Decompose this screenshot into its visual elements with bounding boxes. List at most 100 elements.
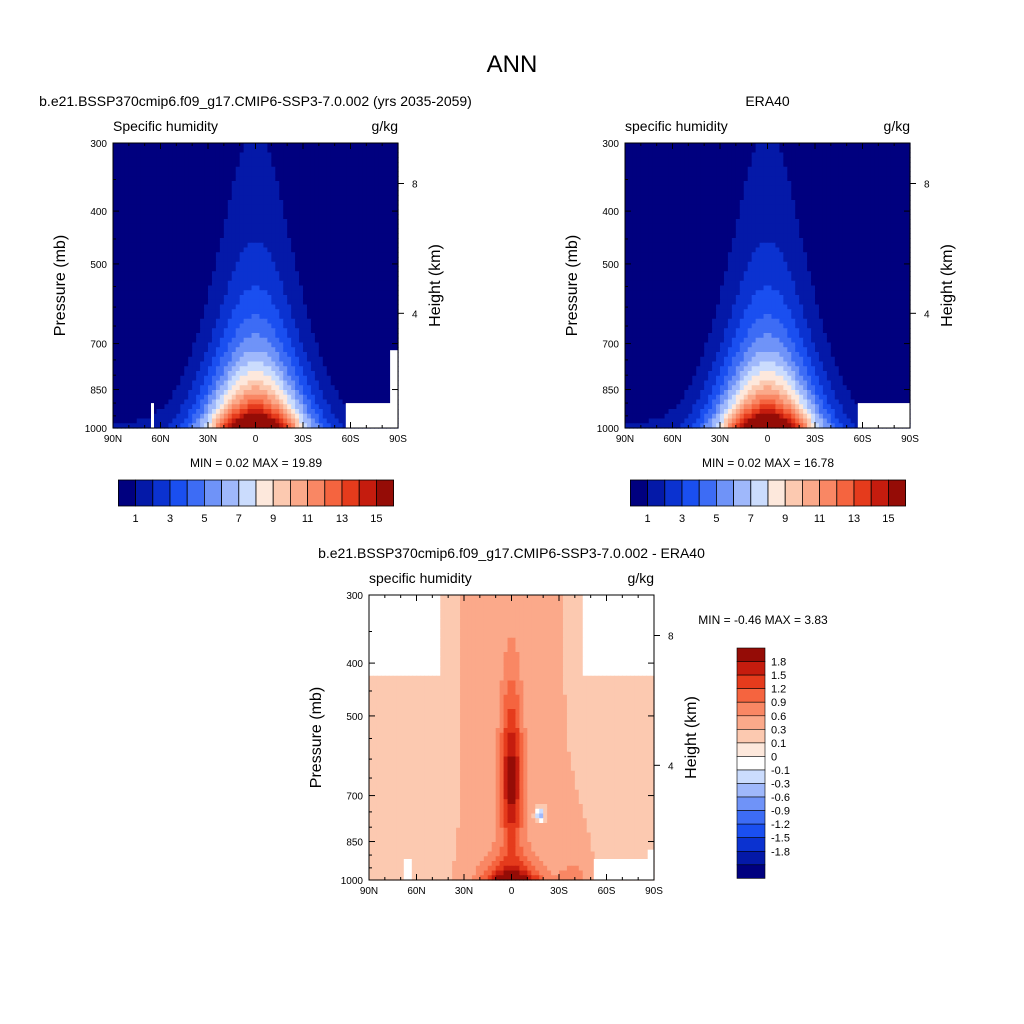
obs-panel-cell bbox=[625, 143, 630, 149]
model-panel-cell bbox=[247, 399, 253, 405]
model-panel-cell bbox=[160, 318, 166, 325]
model-panel-cell bbox=[370, 190, 375, 196]
model-panel-cell bbox=[184, 423, 189, 429]
model-panel-cell bbox=[152, 261, 158, 268]
model-panel-cell bbox=[314, 242, 320, 249]
model-panel-cell bbox=[144, 223, 150, 230]
model-panel-cell bbox=[168, 171, 173, 177]
model-panel-ytick-label: 700 bbox=[90, 340, 107, 351]
model-panel-cell bbox=[188, 143, 193, 149]
model-panel-cell bbox=[299, 390, 304, 396]
model-panel-cell bbox=[148, 337, 154, 344]
model-panel-cell bbox=[184, 233, 189, 239]
model-panel-cell bbox=[362, 228, 367, 234]
model-panel-cell bbox=[255, 299, 261, 306]
model-panel-cell bbox=[386, 314, 391, 320]
model-panel-cell bbox=[394, 162, 399, 168]
model-panel-cell bbox=[279, 290, 284, 296]
model-panel-cell bbox=[390, 162, 395, 168]
obs-panel-cell bbox=[708, 143, 713, 149]
model-panel-cell bbox=[295, 423, 300, 429]
model-panel-cell bbox=[358, 171, 363, 177]
model-panel-cell bbox=[322, 385, 328, 391]
model-panel-cell bbox=[188, 157, 193, 163]
model-panel-cell bbox=[334, 171, 340, 177]
model-panel-cell bbox=[243, 299, 249, 306]
model-panel-cell bbox=[235, 247, 241, 253]
model-panel-cell bbox=[338, 409, 344, 415]
model-panel-cell bbox=[295, 318, 300, 325]
model-panel-cell bbox=[116, 361, 122, 367]
model-panel-cell bbox=[330, 238, 336, 244]
obs-panel-cell bbox=[902, 162, 907, 168]
model-panel-cell bbox=[322, 195, 328, 201]
model-panel-cell bbox=[215, 423, 221, 429]
model-panel-cell bbox=[394, 147, 399, 154]
model-panel-cell bbox=[239, 276, 245, 282]
model-panel-cell bbox=[366, 352, 371, 358]
model-panel-cell bbox=[223, 352, 229, 358]
model-panel-cell bbox=[255, 266, 261, 272]
model-panel-cell bbox=[378, 285, 383, 291]
model-panel-cell bbox=[136, 238, 142, 244]
model-panel-cell bbox=[362, 342, 367, 348]
model-panel-cell bbox=[386, 290, 391, 296]
model-panel-cell bbox=[330, 366, 336, 372]
model-panel-cell bbox=[180, 247, 185, 253]
model-panel-cell bbox=[148, 280, 154, 287]
model-panel-cell bbox=[128, 304, 134, 310]
model-panel-cell bbox=[227, 280, 233, 287]
model-panel-cell bbox=[215, 276, 221, 282]
model-panel-cell bbox=[243, 195, 249, 201]
model-panel-cell bbox=[279, 309, 284, 315]
model-panel-cell bbox=[279, 200, 284, 206]
model-panel-cell bbox=[200, 157, 205, 163]
model-panel-cell bbox=[223, 385, 229, 391]
model-panel-cell bbox=[152, 171, 158, 177]
model-panel-cell bbox=[247, 337, 253, 344]
model-panel-cell bbox=[243, 152, 249, 158]
model-panel-cell bbox=[180, 347, 185, 353]
model-panel-cell bbox=[346, 143, 352, 149]
model-panel-cell bbox=[322, 323, 328, 329]
model-panel-cell bbox=[322, 214, 328, 220]
model-panel-cell bbox=[374, 276, 379, 282]
model-panel-cell bbox=[227, 200, 233, 206]
model-panel-cell bbox=[291, 418, 296, 424]
model-panel-cell bbox=[184, 290, 189, 296]
obs-panel-cell bbox=[680, 143, 685, 149]
model-panel-cell bbox=[287, 299, 292, 306]
model-panel-cell bbox=[338, 147, 344, 154]
model-panel-cell bbox=[180, 352, 185, 358]
model-panel-cell bbox=[362, 285, 367, 291]
model-panel-cell bbox=[354, 333, 360, 339]
model-panel-cell bbox=[287, 328, 292, 334]
model-panel-cell bbox=[144, 276, 150, 282]
model-panel-cell bbox=[235, 342, 241, 348]
obs-panel-cell bbox=[818, 171, 824, 177]
model-panel-cell bbox=[196, 342, 201, 348]
model-panel-cell bbox=[188, 242, 193, 249]
model-panel-cell bbox=[152, 276, 158, 282]
model-panel-cell bbox=[314, 380, 320, 386]
obs-panel-cell bbox=[755, 152, 761, 158]
model-panel-cell bbox=[394, 276, 399, 282]
model-panel-cell bbox=[180, 409, 185, 415]
model-panel-cell bbox=[299, 295, 304, 301]
obs-panel-cell bbox=[850, 166, 856, 173]
obs-panel-cell bbox=[894, 143, 899, 149]
model-panel-cell bbox=[215, 209, 221, 215]
obs-panel-cell bbox=[767, 171, 773, 177]
model-panel-cell bbox=[334, 238, 340, 244]
model-panel-cell bbox=[144, 152, 150, 158]
model-panel-cell bbox=[378, 233, 383, 239]
model-panel-cell bbox=[184, 257, 189, 263]
model-panel-cell bbox=[291, 309, 296, 315]
obs-panel-cell bbox=[886, 147, 891, 154]
model-panel-cell bbox=[180, 147, 185, 154]
model-panel-cell bbox=[287, 390, 292, 396]
model-panel-cell bbox=[299, 200, 304, 206]
model-panel-cell bbox=[306, 413, 312, 420]
model-panel-cell bbox=[303, 423, 308, 429]
model-panel-cell bbox=[200, 176, 205, 182]
